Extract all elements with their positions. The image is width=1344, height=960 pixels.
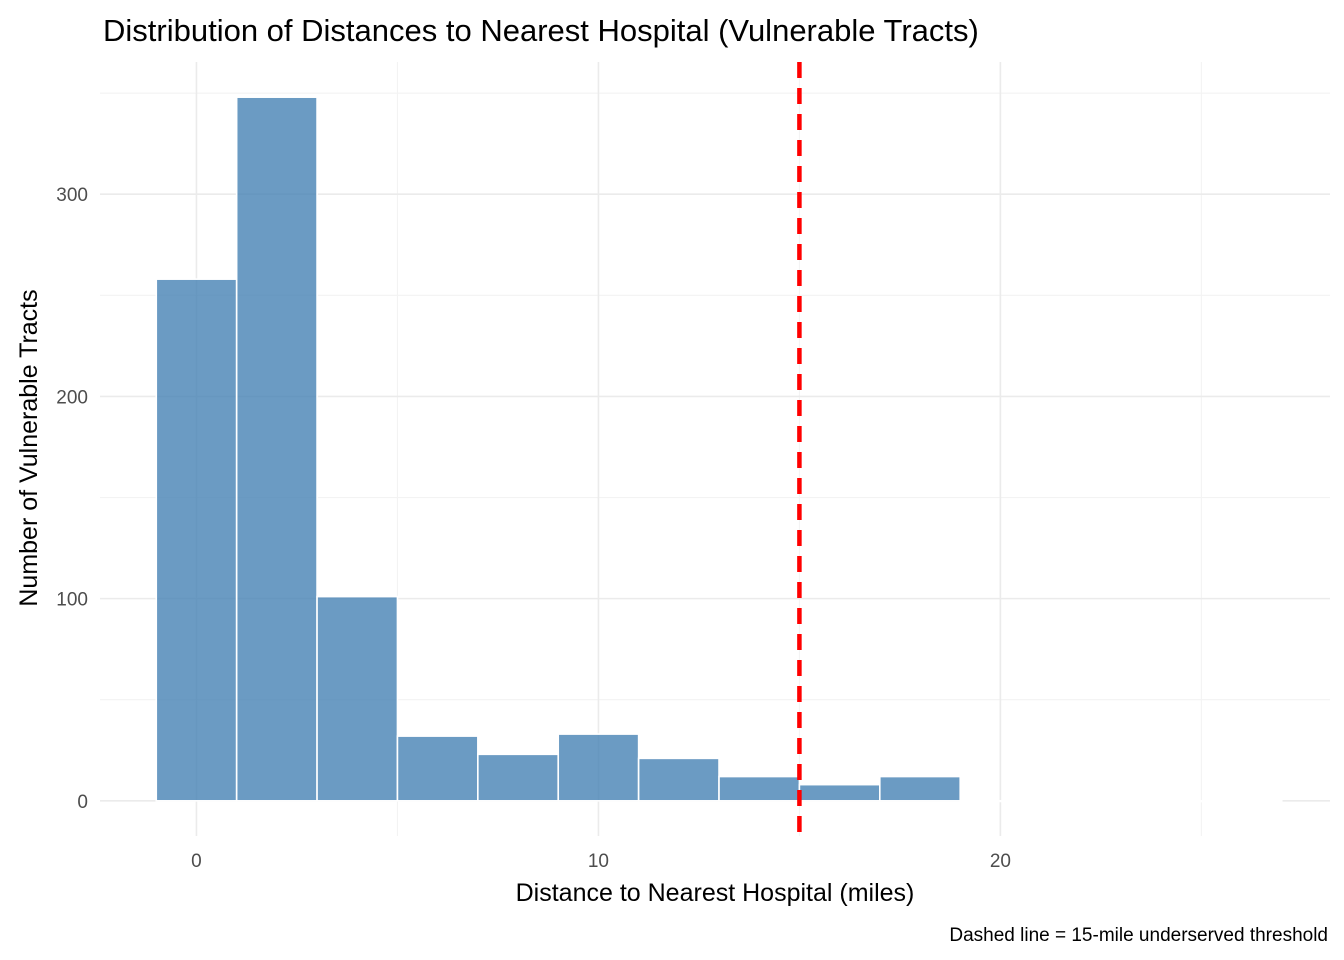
x-axis-title: Distance to Nearest Hospital (miles) — [516, 879, 915, 907]
chart-title: Distribution of Distances to Nearest Hos… — [103, 13, 979, 48]
histogram-bar — [1120, 800, 1203, 803]
chart-caption: Dashed line = 15-mile underserved thresh… — [949, 925, 1328, 946]
histogram-bar — [557, 733, 640, 802]
histogram-bar — [316, 595, 399, 802]
histogram-bar — [477, 753, 560, 802]
y-axis-title: Number of Vulnerable Tracts — [15, 289, 43, 606]
histogram-bar — [155, 278, 238, 802]
histogram-bar — [637, 757, 720, 802]
histogram-bar — [1200, 800, 1283, 803]
x-tick-label: 20 — [990, 851, 1011, 872]
histogram-bar — [396, 735, 479, 802]
y-tick-label: 300 — [56, 185, 88, 206]
histogram-bar — [1039, 800, 1122, 803]
y-tick-label: 0 — [77, 792, 88, 813]
histogram-bar — [718, 775, 801, 802]
histogram-bar — [959, 800, 1042, 803]
x-tick-label: 10 — [588, 851, 609, 872]
histogram-bar — [235, 96, 318, 802]
bars-layer — [155, 96, 1283, 803]
y-tick-label: 100 — [56, 590, 88, 611]
x-tick-label: 0 — [191, 851, 202, 872]
y-tick-label: 200 — [56, 387, 88, 408]
histogram-bar — [798, 783, 881, 802]
histogram-bar — [879, 775, 961, 802]
